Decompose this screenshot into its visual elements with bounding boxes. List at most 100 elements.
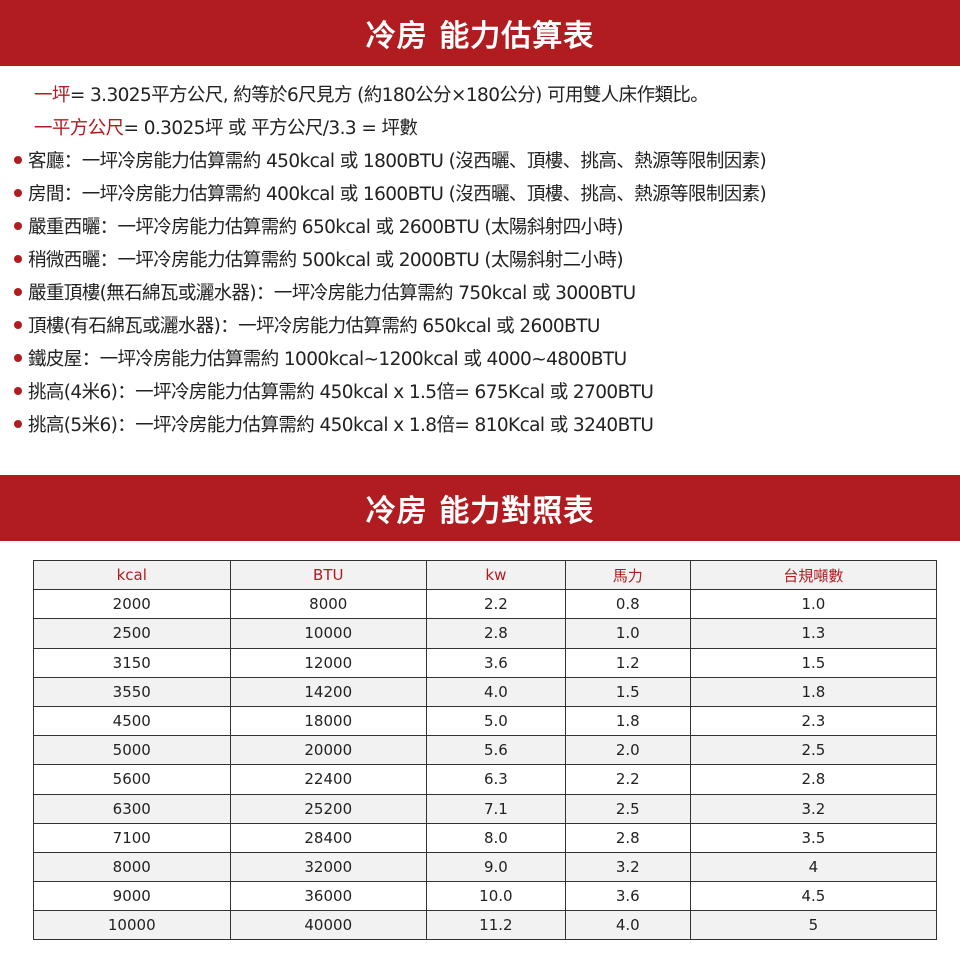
table-cell: 1.5 (564, 676, 691, 707)
table-row: 7100 28400 8.0 2.8 3.5 (33, 822, 938, 853)
bullet-item: 嚴重西曬：一坪冷房能力估算需約 650kcal 或 2600BTU (太陽斜射四… (0, 209, 960, 242)
bullet-dot-icon (14, 320, 22, 329)
table-cell: 2.8 (426, 618, 566, 649)
comparison-table: kcal BTU kw 馬力 台規噸數 2000 8000 2.2 0.8 1.0 2500 100… (33, 559, 938, 941)
table-cell: 3.2 (564, 851, 691, 883)
table-cell: 10000 (229, 618, 427, 649)
table-cell: 2.5 (689, 735, 938, 766)
bullet-item: 鐵皮屋：一坪冷房能力估算需約 1000kcal~1200kcal 或 4000~… (0, 341, 960, 374)
table-cell: 5600 (33, 764, 231, 795)
table-cell: 2500 (33, 618, 231, 649)
column-header: kw (426, 559, 566, 591)
bullet-text: 客廳：一坪冷房能力估算需約 450kcal 或 1800BTU (沒西曬、頂樓、… (28, 150, 767, 172)
table-cell: 8000 (33, 851, 231, 883)
table-cell: 4.0 (426, 676, 566, 707)
table-row: 5000 20000 5.6 2.0 2.5 (33, 735, 938, 766)
bullet-dot-icon (14, 287, 22, 296)
table-cell: 2.8 (564, 822, 691, 853)
table-cell: 2.2 (426, 589, 566, 620)
table-cell: 25200 (229, 793, 427, 824)
table-cell: 7100 (33, 822, 231, 853)
table-header-row: kcal BTU kw 馬力 台規噸數 (33, 559, 938, 591)
table-row: 5600 22400 6.3 2.2 2.8 (33, 764, 938, 795)
table-cell: 3.5 (689, 822, 938, 853)
table-cell: 9000 (33, 881, 231, 912)
table-cell: 40000 (229, 910, 427, 941)
bullet-dot-icon (14, 254, 22, 263)
table-cell: 2.5 (564, 793, 691, 824)
table-cell: 6300 (33, 793, 231, 824)
bullet-item: 嚴重頂樓(無石綿瓦或灑水器)：一坪冷房能力估算需約 750kcal 或 3000… (0, 275, 960, 308)
table-cell: 12000 (229, 647, 427, 678)
comparison-title-banner: 冷房 能力對照表 (0, 475, 960, 541)
table-row: 4500 18000 5.0 1.8 2.3 (33, 705, 938, 737)
table-cell: 1.0 (564, 618, 691, 649)
bullet-item: 挑高(4米6)：一坪冷房能力估算需約 450kcal x 1.5倍= 675Kc… (0, 374, 960, 407)
table-cell: 5000 (33, 735, 231, 766)
bullet-dot-icon (14, 221, 22, 230)
table-cell: 5 (689, 910, 938, 941)
table-cell: 3150 (33, 647, 231, 678)
bullet-item: 房間：一坪冷房能力估算需約 400kcal 或 1600BTU (沒西曬、頂樓、… (0, 176, 960, 209)
table-cell: 5.6 (426, 735, 566, 766)
table-cell: 7.1 (426, 793, 566, 824)
bullet-text: 房間：一坪冷房能力估算需約 400kcal 或 1600BTU (沒西曬、頂樓、… (28, 183, 767, 205)
table-cell: 28400 (229, 822, 427, 853)
table-cell: 4 (689, 851, 938, 883)
bullet-text: 頂樓(有石綿瓦或灑水器)：一坪冷房能力估算需約 650kcal 或 2600BT… (28, 315, 600, 337)
bullet-text: 嚴重頂樓(無石綿瓦或灑水器)：一坪冷房能力估算需約 750kcal 或 3000… (28, 282, 636, 304)
table-row: 2000 8000 2.2 0.8 1.0 (33, 589, 938, 620)
table-cell: 8000 (229, 589, 427, 620)
table-cell: 1.0 (689, 589, 938, 620)
column-header: 台規噸數 (689, 559, 938, 591)
table-cell: 3.2 (689, 793, 938, 824)
table-cell: 20000 (229, 735, 427, 766)
bullet-dot-icon (14, 386, 22, 395)
table-cell: 11.2 (426, 910, 566, 941)
table-cell: 18000 (229, 705, 427, 737)
table-cell: 1.8 (689, 676, 938, 707)
table-cell: 4.5 (689, 881, 938, 912)
table-cell: 10.0 (426, 881, 566, 912)
bullet-item: 挑高(5米6)：一坪冷房能力估算需約 450kcal x 1.8倍= 810Kc… (0, 407, 960, 440)
table-cell: 10000 (33, 910, 231, 941)
bullet-text: 挑高(5米6)：一坪冷房能力估算需約 450kcal x 1.8倍= 810Kc… (28, 414, 654, 436)
table-cell: 6.3 (426, 764, 566, 795)
comparison-title: 冷房 能力對照表 (365, 494, 595, 529)
table-cell: 9.0 (426, 851, 566, 883)
column-header: 馬力 (564, 559, 691, 591)
table-cell: 3550 (33, 676, 231, 707)
table-cell: 22400 (229, 764, 427, 795)
table-cell: 2000 (33, 589, 231, 620)
table-cell: 1.2 (564, 647, 691, 678)
table-cell: 1.3 (689, 618, 938, 649)
bullet-text: 挑高(4米6)：一坪冷房能力估算需約 450kcal x 1.5倍= 675Kc… (28, 381, 654, 403)
table-cell: 2.8 (689, 764, 938, 795)
table-row: 6300 25200 7.1 2.5 3.2 (33, 793, 938, 824)
table-cell: 2.3 (689, 705, 938, 737)
table-row: 3150 12000 3.6 1.2 1.5 (33, 647, 938, 678)
definition-square-meter: 一平方公尺 = 0.3025坪 或 平方公尺/3.3 = 坪數 (0, 110, 960, 143)
table-cell: 1.5 (689, 647, 938, 678)
bullet-dot-icon (14, 353, 22, 362)
table-row: 2500 10000 2.8 1.0 1.3 (33, 618, 938, 649)
bullet-item: 頂樓(有石綿瓦或灑水器)：一坪冷房能力估算需約 650kcal 或 2600BT… (0, 308, 960, 341)
bullet-item: 稍微西曬：一坪冷房能力估算需約 500kcal 或 2000BTU (太陽斜射二… (0, 242, 960, 275)
table-cell: 36000 (229, 881, 427, 912)
bullet-text: 稍微西曬：一坪冷房能力估算需約 500kcal 或 2000BTU (太陽斜射二… (28, 249, 624, 271)
estimate-title: 冷房 能力估算表 (365, 19, 595, 54)
table-cell: 1.8 (564, 705, 691, 737)
bullet-text: 鐵皮屋：一坪冷房能力估算需約 1000kcal~1200kcal 或 4000~… (28, 348, 627, 370)
table-row: 9000 36000 10.0 3.6 4.5 (33, 881, 938, 912)
table-cell: 4500 (33, 705, 231, 737)
bullet-text: 嚴重西曬：一坪冷房能力估算需約 650kcal 或 2600BTU (太陽斜射四… (28, 216, 624, 238)
bullet-dot-icon (14, 188, 22, 197)
table-row: 3550 14200 4.0 1.5 1.8 (33, 676, 938, 707)
definition-text: = 0.3025坪 或 平方公尺/3.3 = 坪數 (123, 117, 418, 139)
table-row: 10000 40000 11.2 4.0 5 (33, 910, 938, 941)
column-header: kcal (33, 559, 231, 591)
definition-ping: 一坪 = 3.3025平方公尺, 約等於6尺見方 (約180公分×180公分) 可… (0, 77, 960, 110)
table-cell: 2.0 (564, 735, 691, 766)
table-cell: 8.0 (426, 822, 566, 853)
bullet-dot-icon (14, 419, 22, 428)
